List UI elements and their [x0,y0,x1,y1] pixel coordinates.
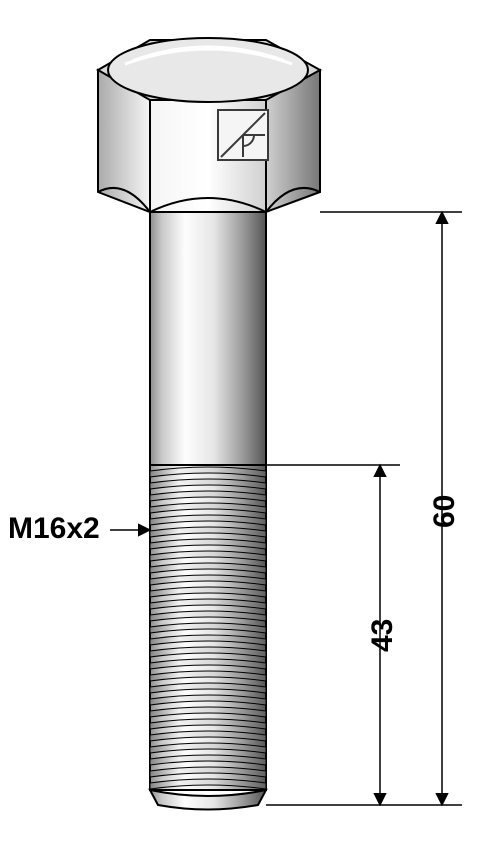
drawing-svg [0,0,500,845]
bolt-technical-drawing: M16x2 43 60 [0,0,500,845]
bolt-thread-region [150,465,266,810]
dim-shank-length-label: 60 [428,495,462,528]
bolt-hex-head [98,38,320,212]
manufacturer-logo-icon [218,110,268,160]
thread-spec-label: M16x2 [8,512,100,546]
bolt-shank-smooth [150,200,266,470]
dim-thread-length-label: 43 [366,619,400,652]
